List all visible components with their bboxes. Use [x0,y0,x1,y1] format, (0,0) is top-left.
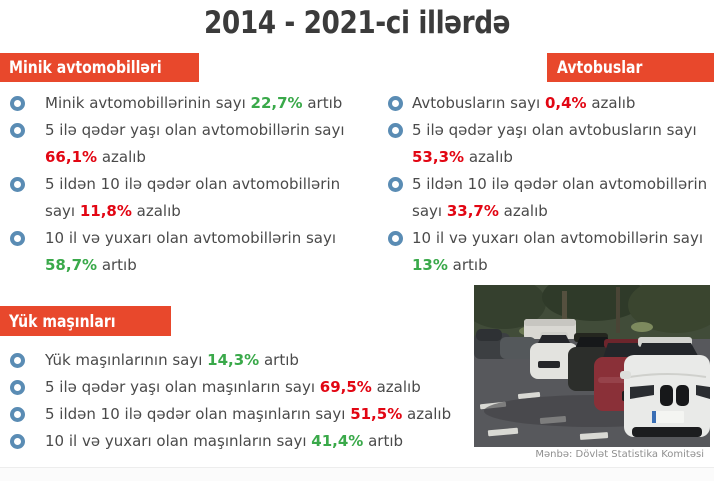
stat-item: 10 il və yuxarı olan avtomobillərin sayı… [10,225,362,279]
stat-value: 13% [412,256,448,274]
section-header-minik-label: Minik avtomobilləri [9,58,162,77]
stat-item: 5 ildən 10 ilə qədər olan avtomobillərin… [10,171,362,225]
stat-item: 5 ildən 10 ilə qədər olan avtomobillərin… [388,171,708,225]
stat-item: 5 ilə qədər yaşı olan maşınların sayı 69… [10,374,480,401]
stat-item: 10 il və yuxarı olan avtomobillərin sayı… [388,225,708,279]
ring-bullet-icon [10,231,25,246]
stat-text: 5 ilə qədər yaşı olan avtomobillərin say… [45,121,345,166]
stat-value: 51,5% [350,405,403,423]
stat-list-avtobuslar: Avtobusların sayı 0,4% azalıb 5 ilə qədə… [388,90,708,279]
ring-bullet-icon [10,380,25,395]
stat-item: Avtobusların sayı 0,4% azalıb [388,90,708,117]
section-header-avtobuslar-label: Avtobuslar [557,58,643,77]
stat-value: 53,3% [412,148,465,166]
stat-text: Minik avtomobillərinin sayı 22,7% artıb [45,94,343,112]
stat-value: 0,4% [544,94,587,112]
stat-text: 5 ilə qədər yaşı olan avtobusların sayı … [412,121,697,166]
stat-value: 22,7% [250,94,303,112]
page-title-text: 2014 - 2021-ci illərdə [203,5,511,41]
stat-item: 5 ildən 10 ilə qədər olan maşınların say… [10,401,480,428]
ring-bullet-icon [10,434,25,449]
stat-item: 5 ilə qədər yaşı olan avtomobillərin say… [10,117,362,171]
stat-text: 5 ildən 10 ilə qədər olan avtomobillərin… [45,175,341,220]
stat-value: 11,8% [79,202,132,220]
stat-text: 5 ildən 10 ilə qədər olan avtomobillərin… [412,175,708,220]
ring-bullet-icon [388,177,403,192]
section-header-avtobuslar: Avtobuslar [547,53,714,82]
stat-item: 5 ilə qədər yaşı olan avtobusların sayı … [388,117,708,171]
stat-value: 41,4% [311,432,364,450]
stat-value: 69,5% [319,378,372,396]
ring-bullet-icon [388,123,403,138]
stat-list-minik: Minik avtomobillərinin sayı 22,7% artıb … [10,90,362,279]
ring-bullet-icon [10,407,25,422]
source-caption: Mənbə: Dövlət Statistika Komitəsi [535,449,704,460]
parked-cars-illustration [474,285,710,447]
ring-bullet-icon [10,353,25,368]
section-header-yuk-label: Yük maşınları [9,311,116,331]
section-header-minik: Minik avtomobilləri [0,53,199,82]
stat-text: 5 ilə qədər yaşı olan maşınların sayı 69… [45,378,421,396]
page-title: 2014 - 2021-ci illərdə [0,5,714,41]
ring-bullet-icon [388,231,403,246]
stat-item: Yük maşınlarının sayı 14,3% artıb [10,347,480,374]
ring-bullet-icon [10,96,25,111]
parked-cars-photo [474,285,710,447]
ring-bullet-icon [10,123,25,138]
stat-text: Avtobusların sayı 0,4% azalıb [412,94,636,112]
section-header-yuk: Yük maşınları [0,306,171,336]
stat-value: 58,7% [45,256,98,274]
ring-bullet-icon [388,96,403,111]
stat-item: Minik avtomobillərinin sayı 22,7% artıb [10,90,362,117]
stat-item: 10 il və yuxarı olan maşınların sayı 41,… [10,428,480,455]
stat-text: Yük maşınlarının sayı 14,3% artıb [45,351,299,369]
stat-value: 66,1% [45,148,98,166]
stat-value: 33,7% [446,202,499,220]
footer-strip [0,467,714,481]
stat-text: 10 il və yuxarı olan maşınların sayı 41,… [45,432,404,450]
stat-text: 10 il və yuxarı olan avtomobillərin sayı… [45,229,337,274]
stat-value: 14,3% [207,351,260,369]
stat-text: 10 il və yuxarı olan avtomobillərin sayı… [412,229,704,274]
stat-text: 5 ildən 10 ilə qədər olan maşınların say… [45,405,452,423]
ring-bullet-icon [10,177,25,192]
stat-list-yuk: Yük maşınlarının sayı 14,3% artıb 5 ilə … [10,347,480,455]
